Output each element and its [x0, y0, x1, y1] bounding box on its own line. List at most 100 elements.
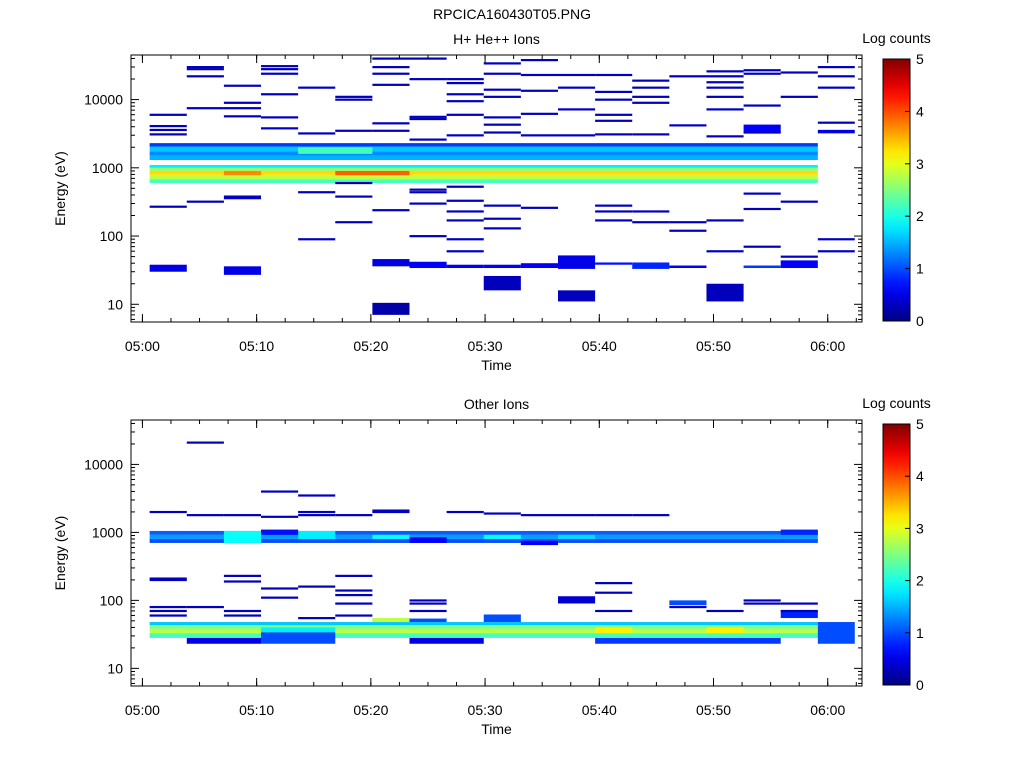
- count-line: [595, 133, 633, 136]
- count-line: [446, 250, 484, 253]
- count-line: [817, 86, 855, 89]
- count-line: [223, 614, 262, 617]
- spectrogram-cell: [372, 618, 410, 623]
- colorbar-tick-label: 4: [916, 103, 924, 119]
- count-line: [780, 602, 818, 605]
- count-line: [223, 197, 262, 200]
- count-line: [669, 75, 707, 78]
- count-line: [817, 238, 855, 241]
- count-line: [483, 72, 521, 75]
- spectrogram-cell: [223, 266, 262, 275]
- panel-title: Other Ions: [464, 396, 529, 412]
- count-line: [706, 609, 744, 613]
- spectrogram-cell: [149, 155, 818, 161]
- spectrogram-cell: [817, 622, 855, 644]
- count-line: [595, 609, 633, 613]
- x-tick-label: 05:40: [582, 338, 617, 354]
- spectrogram-cell: [149, 530, 818, 535]
- y-tick-label: 1000: [92, 160, 123, 176]
- count-line: [780, 71, 818, 74]
- count-line: [335, 602, 373, 605]
- count-line: [706, 250, 744, 253]
- count-line: [743, 104, 781, 107]
- spectrogram-cell: [261, 632, 336, 644]
- spectrogram-cell: [409, 537, 447, 543]
- count-line: [409, 138, 447, 141]
- count-line: [632, 95, 670, 98]
- count-line: [446, 219, 484, 222]
- count-line: [223, 580, 262, 583]
- count-line: [557, 134, 596, 137]
- panel-2: Other Ions 05:00 05:10 05:20 05:30 05:40 05:50…: [52, 395, 931, 737]
- x-tick-label: 05:00: [125, 338, 160, 354]
- spectrogram-cell: [706, 627, 744, 634]
- count-line: [223, 107, 262, 110]
- panel-1: H+ He++ Ions 05:00 05:10 05:20 05:30 05:40 05:…: [52, 30, 931, 373]
- spectrogram-cell: [186, 637, 262, 644]
- count-line: [520, 59, 558, 62]
- spectrogram-cell: [669, 600, 707, 606]
- count-line: [595, 98, 633, 101]
- count-line: [149, 605, 187, 609]
- spectrogram-cell: [223, 170, 262, 176]
- spectrogram-cell: [261, 529, 299, 535]
- count-line: [743, 72, 781, 75]
- count-line: [743, 599, 781, 602]
- count-line: [149, 124, 187, 128]
- spectrogram-cell: [817, 129, 855, 134]
- spectrogram-cell: [557, 596, 596, 604]
- count-line: [557, 108, 596, 111]
- count-line: [298, 510, 336, 514]
- count-line: [372, 66, 410, 69]
- count-line: [261, 93, 299, 96]
- count-line: [520, 134, 558, 137]
- count-line: [186, 75, 224, 78]
- x-tick-label: 05:00: [125, 702, 160, 718]
- count-line: [595, 119, 633, 122]
- count-line: [632, 210, 670, 213]
- count-line: [298, 494, 336, 497]
- count-line: [446, 238, 484, 241]
- count-line: [595, 210, 633, 213]
- x-tick-label: 05:10: [239, 702, 274, 718]
- spectrogram-cell: [298, 530, 336, 539]
- count-line: [706, 81, 744, 84]
- spectrogram-cell: [780, 260, 818, 269]
- count-line: [149, 510, 187, 514]
- count-line: [372, 83, 410, 86]
- count-line: [632, 514, 670, 517]
- spectrogram-cell: [335, 170, 410, 176]
- y-tick-label: 10: [107, 660, 123, 676]
- count-line: [261, 65, 299, 68]
- colorbar-label: Log counts: [862, 395, 931, 411]
- count-line: [409, 115, 447, 118]
- spectrogram-cell: [149, 167, 818, 171]
- spectrogram-cell: [223, 530, 262, 543]
- count-line: [335, 129, 373, 132]
- count-line: [817, 121, 855, 124]
- count-line: [817, 75, 855, 78]
- count-line: [261, 515, 299, 518]
- count-line: [483, 512, 521, 515]
- count-line: [595, 582, 633, 585]
- spectrogram-cell: [149, 622, 818, 626]
- count-line: [149, 609, 187, 613]
- count-line: [409, 188, 447, 191]
- figure-title: RPCICA160430T05.PNG: [433, 6, 591, 22]
- count-line: [520, 206, 558, 209]
- count-line: [186, 514, 224, 517]
- count-line: [186, 200, 224, 203]
- count-line: [409, 202, 447, 205]
- y-axis-label: Energy (eV): [52, 516, 68, 591]
- count-line: [335, 221, 373, 224]
- y-tick-label: 100: [100, 592, 124, 608]
- count-line: [483, 95, 521, 98]
- count-line: [223, 84, 262, 87]
- spectrogram-cell: [780, 610, 818, 619]
- count-line: [149, 205, 187, 208]
- count-line: [706, 95, 744, 98]
- x-tick-label: 05:30: [468, 338, 503, 354]
- spectrogram-cell: [595, 262, 633, 265]
- count-line: [261, 490, 299, 493]
